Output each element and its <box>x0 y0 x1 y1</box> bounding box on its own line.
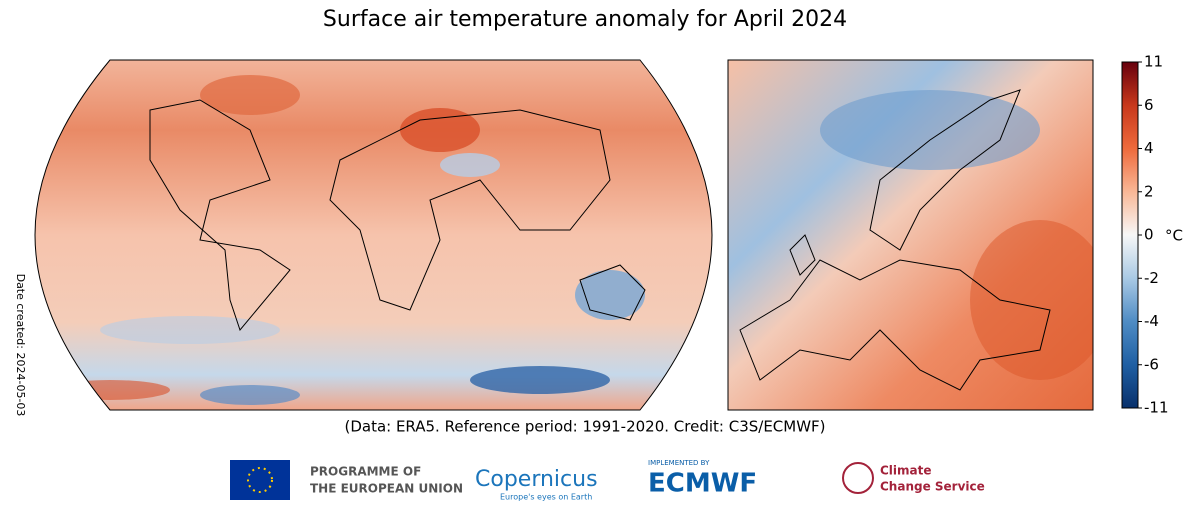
credit: (Data: ERA5. Reference period: 1991-2020… <box>344 418 825 436</box>
colorbar-ramp <box>1121 61 1139 409</box>
colorbar: 11 6 4 2 0 -2 -4 -6 -11 <box>1121 53 1169 417</box>
copernicus-text: Copernicus <box>475 467 598 492</box>
eu-text: THE EUROPEAN UNION <box>310 482 463 496</box>
colorbar-unit: °C <box>1165 227 1183 245</box>
europe-map <box>727 59 1094 411</box>
colorbar-tick-label: 0 <box>1144 226 1154 244</box>
eu-text: PROGRAMME OF <box>310 465 421 479</box>
colorbar-tick-label: -11 <box>1144 399 1169 417</box>
cool-anomaly <box>100 316 280 344</box>
coastline <box>789 234 816 276</box>
europe-frame <box>727 59 1094 411</box>
world-frame <box>34 59 713 411</box>
coastline <box>149 99 291 332</box>
eu-flag <box>230 460 290 500</box>
coastline <box>579 264 646 321</box>
warm-anomaly <box>50 380 170 400</box>
warm-anomaly <box>400 108 480 152</box>
colorbar-tick-label: 2 <box>1144 182 1154 200</box>
eu-stars <box>247 467 273 493</box>
europe-anomalies <box>739 89 1093 391</box>
coastline <box>869 89 1021 251</box>
cool-anomaly <box>820 90 1040 170</box>
ecmwf-text: ECMWF <box>648 469 757 499</box>
ecmwf-top: IMPLEMENTED BY <box>648 459 710 467</box>
warm-anomaly <box>200 75 300 115</box>
copernicus-tagline: Europe's eyes on Earth <box>500 493 592 502</box>
colorbar-tick-label: -4 <box>1144 312 1159 330</box>
warm-anomaly <box>970 220 1093 380</box>
date-created: Date created: 2024-05-03 <box>14 274 27 417</box>
cool-anomaly <box>470 366 610 394</box>
c3s-text: Change Service <box>880 480 985 494</box>
cool-anomaly <box>200 385 300 405</box>
coastline <box>739 259 1051 391</box>
c3s-icon <box>842 462 874 494</box>
coastline <box>329 109 611 311</box>
colorbar-tick-label: 6 <box>1144 96 1154 114</box>
colorbar-tick-label: 4 <box>1144 139 1154 157</box>
cool-anomaly <box>440 153 500 177</box>
colorbar-tick-label: -6 <box>1144 355 1159 373</box>
logos: PROGRAMME OF THE EUROPEAN UNION Copernic… <box>230 459 985 502</box>
title: Surface air temperature anomaly for Apri… <box>323 7 847 32</box>
world-map <box>34 59 713 411</box>
world-field <box>35 60 712 410</box>
colorbar-tick-label: -2 <box>1144 269 1159 287</box>
colorbar-tick-label: 11 <box>1144 53 1163 71</box>
c3s-text: Climate <box>880 464 932 478</box>
cool-anomaly <box>575 270 645 320</box>
